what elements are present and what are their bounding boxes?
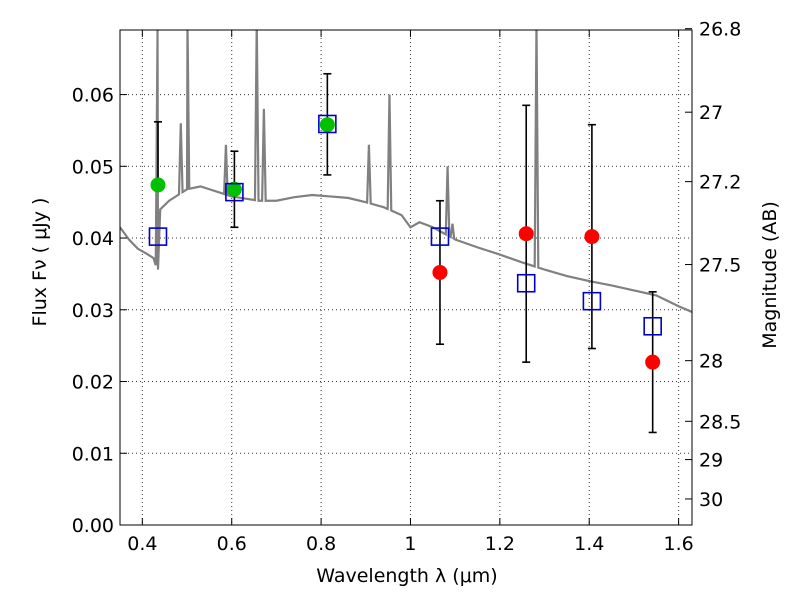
model-photometry-square <box>318 114 337 134</box>
mag-tick-label: 28.5 <box>699 411 741 433</box>
model-spectrum-line <box>120 30 692 313</box>
mag-tick-label: 29 <box>699 450 723 472</box>
data-point <box>584 229 600 245</box>
x-tick-label: 0.8 <box>306 533 336 555</box>
mag-tick-label: 27.2 <box>699 172 741 194</box>
y-tick-label: 0.03 <box>72 300 114 322</box>
mag-tick-label: 26.8 <box>699 19 741 41</box>
mag-tick-label: 27 <box>699 102 723 124</box>
y-tick-label: 0.06 <box>72 85 114 107</box>
x-tick-label: 1.2 <box>485 533 515 555</box>
plot-frame <box>119 29 693 526</box>
ticks-layer: 0.4 0.6 0.8 1 1.2 1.4 1.6 0.00 0.01 0.02 0.03 0.04 0… <box>72 19 742 555</box>
y-axis-label: Flux Fν ( μJy ) <box>29 198 51 327</box>
grid-layer <box>120 30 692 526</box>
mag-tick-label: 27.5 <box>699 255 741 277</box>
y-tick-label: 0.05 <box>72 156 114 178</box>
model-photometry-square <box>643 316 662 336</box>
x-tick-label: 1.6 <box>663 533 693 555</box>
y-tick-label: 0.01 <box>72 443 114 465</box>
mag-tick-label: 28 <box>699 351 723 373</box>
model-photometry-square <box>148 227 168 246</box>
plot-border <box>119 29 693 526</box>
data-point <box>150 177 166 193</box>
y-tick-label: 0.04 <box>72 228 114 250</box>
x-tick-label: 0.6 <box>217 533 247 555</box>
data-point <box>518 226 534 242</box>
y-tick-label: 0.00 <box>72 515 114 537</box>
model-photometry-square <box>582 291 602 311</box>
mag-tick-label: 30 <box>699 489 723 511</box>
data-point <box>226 181 242 197</box>
x-axis-label: Wavelength λ (μm) <box>316 565 497 587</box>
model-photometry-square <box>516 273 536 293</box>
data-point <box>432 264 448 280</box>
model-photometry-square <box>430 227 450 246</box>
x-tick-label: 1 <box>404 533 416 555</box>
model-spectrum <box>120 30 692 313</box>
data-points-layer <box>148 72 662 434</box>
x-tick-label: 0.4 <box>127 533 157 555</box>
y-tick-label: 0.02 <box>72 372 114 394</box>
model-photometry-square <box>225 182 244 202</box>
x-tick-label: 1.4 <box>574 533 604 555</box>
right-axis-label: Magnitude (AB) <box>759 201 781 349</box>
data-point <box>319 117 335 133</box>
data-point <box>645 354 661 370</box>
